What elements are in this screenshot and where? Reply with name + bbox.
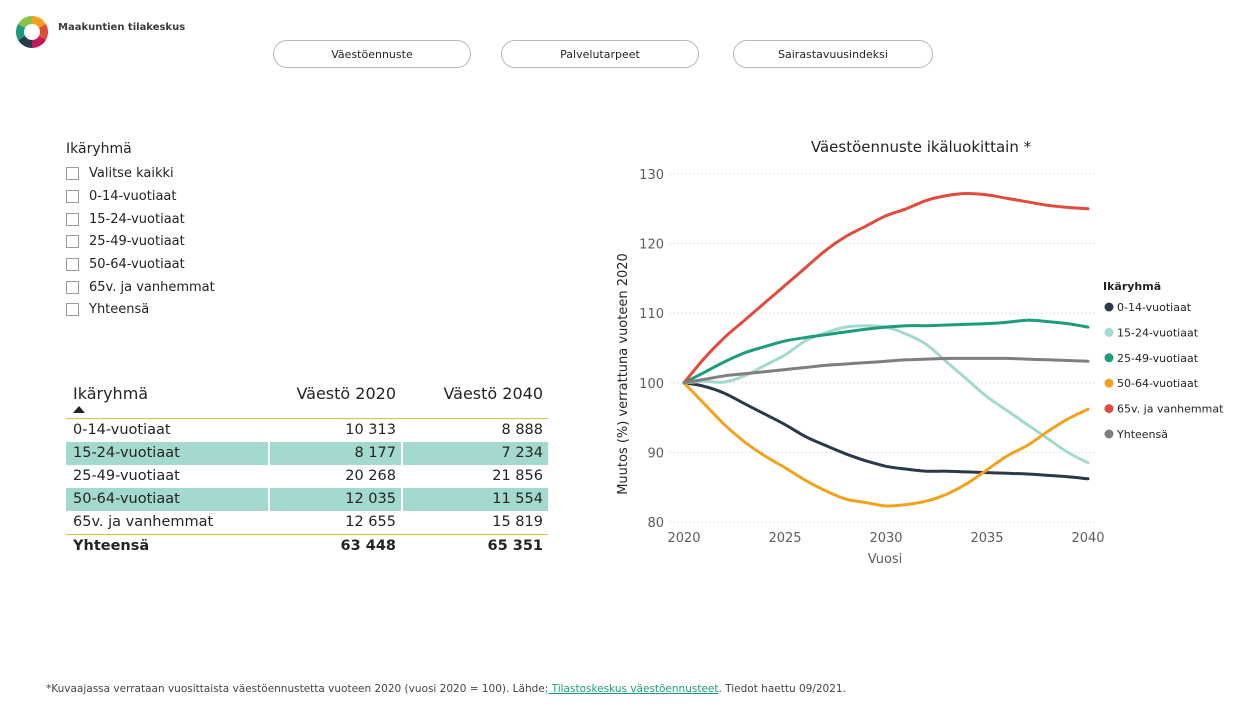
y-tick-label: 80 [647,516,664,531]
legend-entry[interactable]: Yhteensä [1116,428,1168,441]
slicer-title: Ikäryhmä [66,141,132,157]
source-link[interactable]: Tilastoskeskus väestöennusteet [548,683,719,695]
cell-2020: 12 655 [345,514,396,530]
slicer-item-15-24[interactable]: 15-24-vuotiaat [66,209,185,229]
cell-2040: 15 819 [492,514,543,530]
checkbox[interactable] [66,166,79,180]
population-table: Ikäryhmä Väestö 2020 Väestö 2040 0-14-vu… [66,382,548,559]
cell-2040: 7 234 [501,445,543,461]
series-line[interactable] [682,381,1090,508]
checkbox[interactable] [66,257,79,271]
x-tick-label: 2035 [970,531,1003,546]
legend-entry[interactable]: 50-64-vuotiaat [1117,377,1199,390]
legend-entry[interactable]: 0-14-vuotiaat [1117,301,1192,314]
cell-2020: 12 035 [345,491,396,507]
checkbox[interactable] [66,280,79,294]
nav-sairastavuusindeksi-button[interactable]: Sairastavuusindeksi [733,40,933,68]
cell-group: 25-49-vuotiaat [73,468,180,484]
x-tick-label: 2030 [869,531,902,546]
y-tick-label: 90 [647,446,664,461]
y-tick-label: 100 [639,377,664,392]
cell-group: 0-14-vuotiaat [73,422,171,438]
slicer-item-label: 15-24-vuotiaat [89,211,185,227]
slicer-item-label: 0-14-vuotiaat [89,188,177,204]
cell-2040: 8 888 [501,422,543,438]
sort-ascending-icon[interactable] [73,406,85,413]
checkbox[interactable] [66,234,79,248]
x-axis-label: Vuosi [868,552,903,567]
table-header: Ikäryhmä Väestö 2020 Väestö 2040 [66,382,548,419]
cell-2040: 11 554 [492,491,543,507]
legend-marker [1104,327,1114,337]
nav-vaestoennuste-button[interactable]: Väestöennuste [273,40,471,68]
cell-group: 50-64-vuotiaat [73,491,180,507]
series-line[interactable] [682,356,1090,385]
checkbox[interactable] [66,189,79,203]
table-row: 15-24-vuotiaat 8 177 7 234 [66,442,548,465]
table-row: 50-64-vuotiaat 12 035 11 554 [66,488,548,511]
table-row: 25-49-vuotiaat 20 268 21 856 [66,465,548,488]
cell-2020: 63 448 [340,538,397,554]
legend-marker [1104,378,1114,388]
cell-2040: 21 856 [492,468,543,484]
nav-palvelutarpeet-button[interactable]: Palvelutarpeet [501,40,699,68]
checkbox[interactable] [66,302,79,316]
legend-entry[interactable]: 65v. ja vanhemmat [1117,403,1224,416]
logo [14,14,174,50]
cell-group: 15-24-vuotiaat [73,445,180,461]
cell-2020: 20 268 [345,468,396,484]
checkbox[interactable] [66,212,79,226]
slicer-item-label: 50-64-vuotiaat [89,256,185,272]
column-header-group[interactable]: Ikäryhmä [73,384,149,403]
logo-text: Maakuntien tilakeskus [58,22,186,33]
slicer-item-25-49[interactable]: 25-49-vuotiaat [66,231,185,251]
cell-group: Yhteensä [73,538,150,554]
legend-title: Ikäryhmä [1103,280,1161,293]
footnote-text-end: . Tiedot haettu 09/2021. [718,683,846,695]
legend-marker [1104,302,1114,312]
line-chart: Väestöennuste ikäluokittain * 80 90 100 110… [600,130,1240,580]
legend-marker [1104,404,1114,414]
x-tick-label: 2020 [667,531,700,546]
footnote: *Kuvaajassa verrataan vuosittaista väest… [46,683,846,695]
slicer-item-select-all[interactable]: Valitse kaikki [66,163,174,183]
y-tick-label: 110 [639,307,664,322]
slicer-item-label: 65v. ja vanhemmat [89,279,215,295]
table-total-row: Yhteensä 63 448 65 351 [66,534,548,559]
footnote-text: *Kuvaajassa verrataan vuosittaista väest… [46,683,549,695]
chart-svg: Väestöennuste ikäluokittain * 80 90 100 110… [616,138,1224,567]
slicer-item-50-64[interactable]: 50-64-vuotiaat [66,254,185,274]
cell-group: 65v. ja vanhemmat [73,514,214,530]
table-row: 0-14-vuotiaat 10 313 8 888 [66,419,548,442]
slicer-item-0-14[interactable]: 0-14-vuotiaat [66,186,176,206]
slicer-item-label: Valitse kaikki [89,165,174,181]
cell-2020: 10 313 [345,422,396,438]
y-tick-label: 120 [639,238,664,253]
series-line[interactable] [682,191,1090,385]
y-tick-label: 130 [639,168,664,183]
logo-icon [15,15,49,49]
column-header-2020[interactable]: Väestö 2020 [296,384,396,403]
column-header-2040[interactable]: Väestö 2040 [443,384,543,403]
legend-marker [1104,429,1114,439]
slicer-item-65-plus[interactable]: 65v. ja vanhemmat [66,277,215,297]
chart-title: Väestöennuste ikäluokittain * [811,138,1032,156]
slicer-item-label: Yhteensä [89,301,150,317]
series-line[interactable] [682,381,1090,481]
slicer-item-label: 25-49-vuotiaat [89,233,185,249]
x-tick-label: 2025 [768,531,801,546]
slicer-item-total[interactable]: Yhteensä [66,299,149,319]
y-axis-label: Muutos (%) verrattuna vuoteen 2020 [616,253,631,495]
cell-2020: 8 177 [354,445,396,461]
series-line[interactable] [682,318,1090,385]
table-row: 65v. ja vanhemmat 12 655 15 819 [66,511,548,534]
legend-entry[interactable]: 25-49-vuotiaat [1117,352,1199,365]
x-tick-label: 2040 [1071,531,1104,546]
legend-marker [1104,353,1114,363]
cell-2040: 65 351 [487,538,544,554]
legend-entry[interactable]: 15-24-vuotiaat [1117,326,1199,339]
